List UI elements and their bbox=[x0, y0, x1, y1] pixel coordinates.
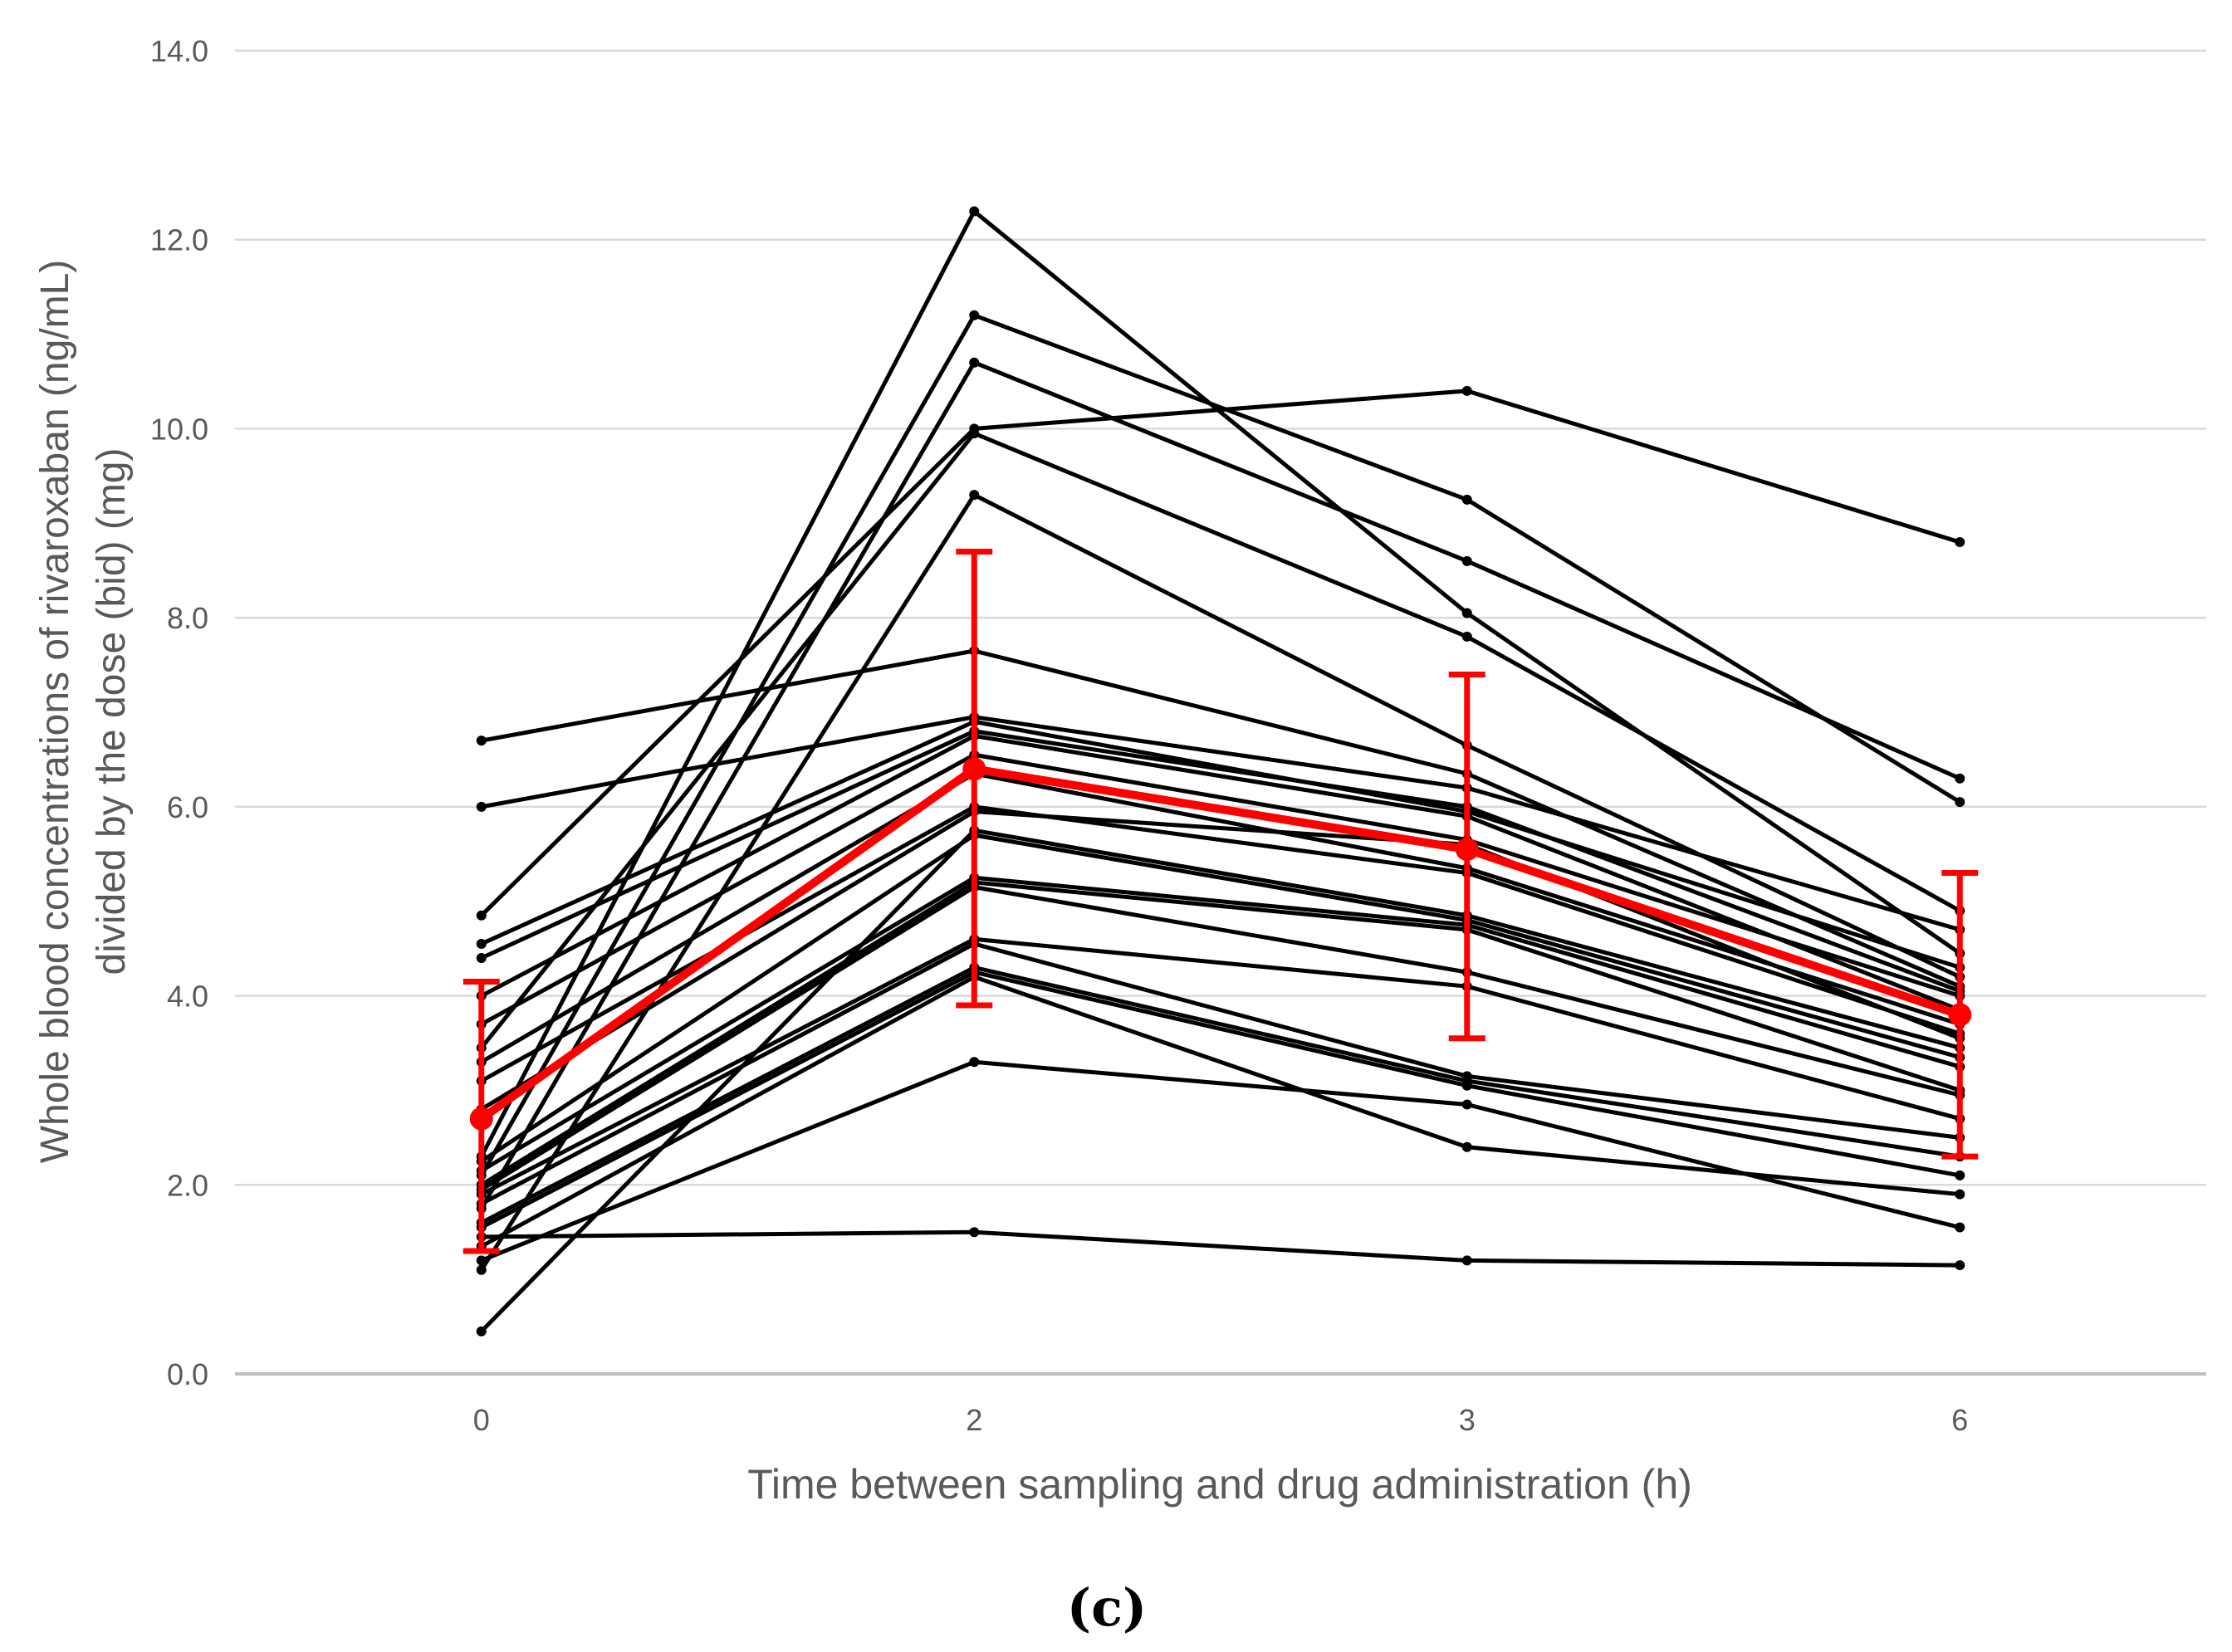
figure-caption: (c) bbox=[1067, 1577, 1147, 1638]
series-marker-patient-27-t6 bbox=[1955, 1260, 1965, 1271]
series-marker-patient-26-t6 bbox=[1955, 1222, 1965, 1233]
x-tick-label-6: 6 bbox=[1951, 1403, 1968, 1437]
series-line-patient-17 bbox=[479, 833, 1962, 1164]
y-tick-label-14: 14.0 bbox=[150, 34, 208, 68]
series-marker-patient-05-t3 bbox=[1461, 631, 1472, 642]
mean-marker-t3 bbox=[1455, 838, 1479, 862]
x-axis-title: Time between sampling and drug administr… bbox=[747, 1461, 1692, 1508]
series-line-patient-18 bbox=[479, 875, 1962, 1173]
series-marker-patient-16-t0 bbox=[476, 1326, 487, 1337]
series-line-patient-04 bbox=[479, 389, 1962, 918]
series-marker-patient-04-t3 bbox=[1461, 385, 1472, 396]
series-marker-patient-24-t6 bbox=[1955, 1170, 1965, 1180]
series-marker-patient-05-t2 bbox=[969, 428, 980, 439]
series-line-patient-13 bbox=[479, 771, 1962, 1064]
series-marker-patient-27-t2 bbox=[969, 1227, 980, 1238]
y-tick-label-4: 4.0 bbox=[167, 980, 208, 1014]
series-marker-patient-06-t2 bbox=[969, 490, 980, 501]
series-marker-patient-26-t2 bbox=[969, 1057, 980, 1068]
series-line-patient-12 bbox=[479, 752, 1962, 1027]
mean-marker-t0 bbox=[469, 1107, 493, 1131]
y-tick-label-10: 10.0 bbox=[150, 412, 208, 446]
series-line-patient-27 bbox=[479, 1229, 1962, 1268]
series-line-patient-07 bbox=[479, 648, 1962, 989]
y-tick-label-2: 2.0 bbox=[167, 1168, 208, 1202]
y-tick-label-8: 8.0 bbox=[167, 601, 208, 635]
mean-line bbox=[477, 765, 1965, 1123]
y-axis-title-line2: divided by the dose (bid) (mg) bbox=[90, 448, 134, 975]
x-tick-labels-layer: 0 2 3 6 bbox=[473, 1403, 1969, 1437]
series-marker-patient-04-t0 bbox=[476, 910, 487, 921]
series-marker-patient-01-t2 bbox=[969, 206, 980, 217]
series-marker-patient-02-t3 bbox=[1461, 494, 1472, 505]
series-marker-patient-03-t2 bbox=[969, 357, 980, 368]
series-line-patient-19 bbox=[479, 880, 1962, 1187]
series-marker-patient-26-t0 bbox=[476, 1255, 487, 1266]
series-marker-patient-07-t0 bbox=[476, 736, 487, 746]
y-axis-title-line1: Whole blood concentrations of rivaroxaba… bbox=[33, 260, 77, 1164]
mean-series-layer bbox=[463, 548, 1979, 1254]
x-tick-label-2: 2 bbox=[966, 1403, 982, 1437]
series-marker-patient-24-t3 bbox=[1461, 1080, 1472, 1091]
series-line-patient-25 bbox=[479, 975, 1962, 1249]
series-line-patient-24 bbox=[479, 970, 1962, 1230]
series-marker-patient-01-t3 bbox=[1461, 608, 1472, 618]
series-line-patient-01 bbox=[479, 209, 1962, 1159]
series-line-patient-10 bbox=[479, 729, 1962, 994]
series-line-patient-11 bbox=[479, 733, 1962, 1013]
series-line-patient-06 bbox=[479, 492, 1962, 1273]
series-line-patient-09 bbox=[479, 719, 1962, 970]
series-line-patient-15 bbox=[479, 809, 1962, 1112]
series-marker-patient-27-t3 bbox=[1461, 1255, 1472, 1266]
series-line-patient-03 bbox=[479, 360, 1962, 1211]
series-line-patient-22 bbox=[479, 941, 1962, 1206]
y-tick-labels-layer: 0.0 2.0 4.0 6.0 8.0 10.0 12.0 14.0 bbox=[150, 34, 208, 1391]
series-marker-patient-10-t0 bbox=[476, 953, 487, 964]
y-tick-label-12: 12.0 bbox=[150, 223, 208, 257]
series-line-patient-02 bbox=[479, 313, 1962, 1178]
series-marker-patient-09-t0 bbox=[476, 938, 487, 949]
series-line-patient-08 bbox=[479, 715, 1962, 932]
series-line-patient-26 bbox=[479, 1059, 1962, 1263]
x-tick-label-3: 3 bbox=[1459, 1403, 1476, 1437]
mean-marker-t2 bbox=[962, 757, 986, 781]
x-tick-label-0: 0 bbox=[473, 1403, 490, 1437]
series-line-patient-16 bbox=[479, 828, 1962, 1334]
series-marker-patient-03-t3 bbox=[1461, 555, 1472, 566]
series-marker-patient-02-t2 bbox=[969, 310, 980, 320]
series-line-patient-05 bbox=[479, 431, 1962, 1050]
series-marker-patient-04-t6 bbox=[1955, 537, 1965, 548]
series-marker-patient-26-t3 bbox=[1461, 1099, 1472, 1110]
series-line-patient-21 bbox=[479, 936, 1962, 1197]
y-tick-label-0: 0.0 bbox=[167, 1357, 208, 1391]
series-line-patient-20 bbox=[479, 885, 1962, 1192]
mean-marker-t6 bbox=[1948, 1003, 1972, 1027]
y-tick-label-6: 6.0 bbox=[167, 790, 208, 824]
series-marker-patient-03-t6 bbox=[1955, 773, 1965, 784]
series-marker-patient-25-t3 bbox=[1461, 1141, 1472, 1152]
series-marker-patient-02-t6 bbox=[1955, 797, 1965, 808]
series-marker-patient-08-t0 bbox=[476, 801, 487, 812]
series-line-patient-23 bbox=[479, 965, 1962, 1225]
patient-series-layer bbox=[476, 206, 1965, 1337]
series-marker-patient-06-t0 bbox=[476, 1264, 487, 1275]
series-marker-patient-25-t6 bbox=[1955, 1189, 1965, 1200]
